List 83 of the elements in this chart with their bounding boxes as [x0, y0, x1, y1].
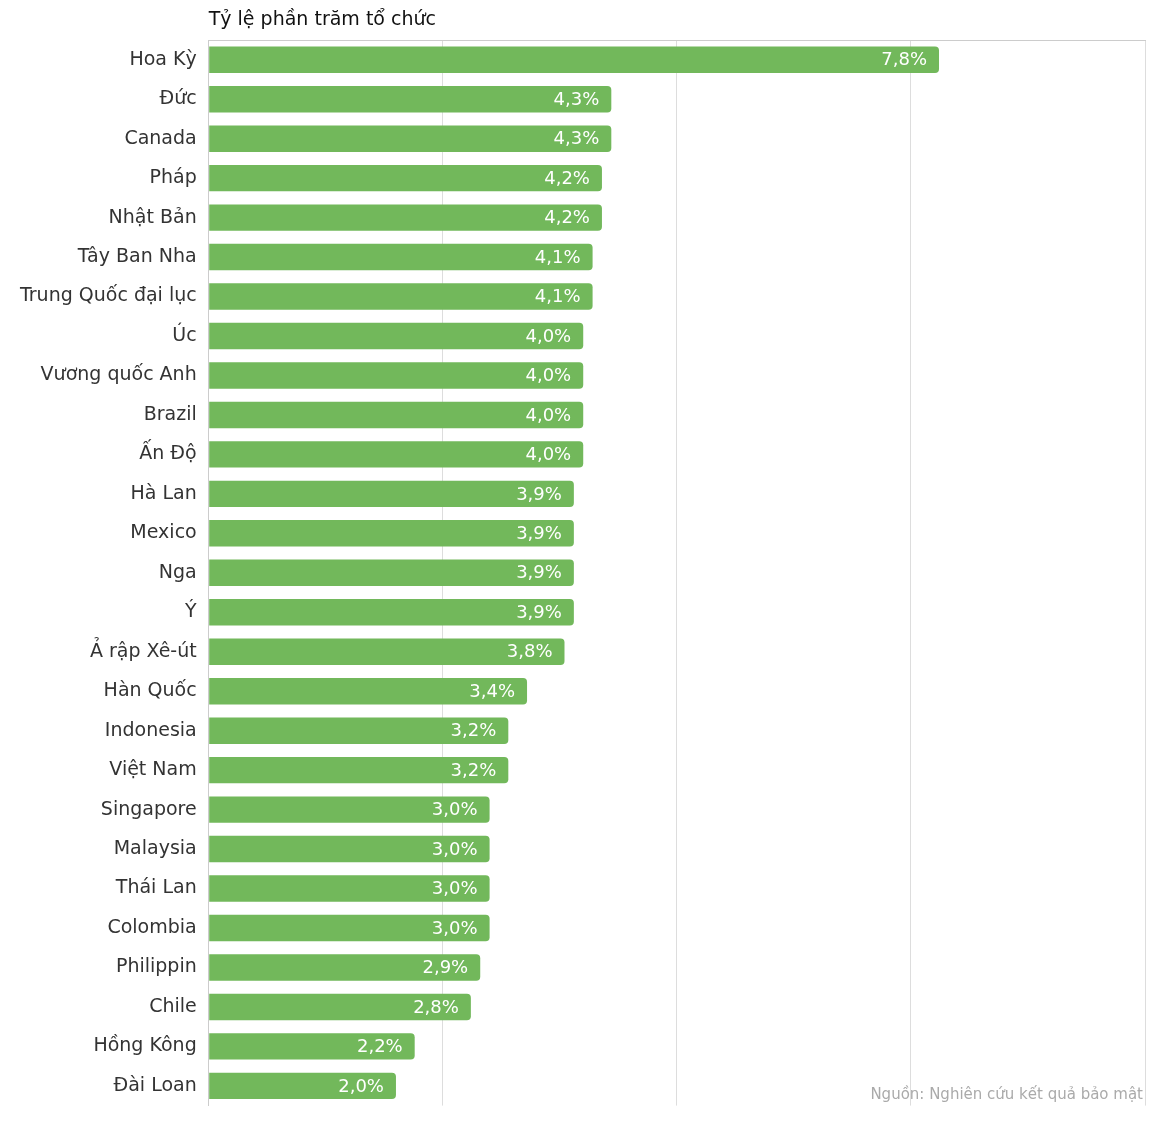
data-label: 4,3% [553, 127, 600, 149]
bar [209, 164, 602, 192]
y-tick-label: Việt Nam [109, 757, 197, 780]
bar [209, 638, 565, 665]
data-label: 3,0% [431, 877, 478, 899]
y-tick-label: Ấn Độ [139, 439, 197, 464]
bar [209, 243, 593, 271]
bar [209, 283, 593, 310]
y-tick-label: Hàn Quốc [103, 678, 197, 701]
data-label: 3,9% [516, 600, 562, 622]
data-label: 2,0% [338, 1074, 384, 1096]
data-label: 3,0% [431, 916, 478, 938]
bar [209, 46, 940, 73]
chart-title: Tỷ lệ phần trăm tổ chức [207, 6, 436, 29]
y-tick-label: Indonesia [104, 717, 197, 740]
bar [209, 717, 509, 744]
y-tick-label: Hồng Kông [93, 1033, 197, 1056]
bar [209, 401, 584, 429]
data-label: 3,4% [469, 679, 516, 701]
data-label: 4,3% [553, 87, 600, 109]
bar [209, 796, 490, 823]
bar [209, 677, 528, 705]
bar [209, 954, 481, 981]
bar [209, 322, 584, 350]
y-tick-label: Chile [149, 993, 197, 1016]
y-tick-label: Nga [158, 559, 197, 582]
data-label: 4,0% [525, 324, 572, 346]
bar [209, 125, 612, 152]
y-tick-label: Mexico [130, 520, 197, 543]
bar [209, 875, 490, 902]
y-tick-label: Đài Loan [113, 1072, 197, 1095]
bar [209, 599, 574, 626]
data-label: 3,8% [506, 640, 553, 662]
data-label: 3,2% [450, 719, 497, 741]
data-label: 2,2% [356, 1035, 403, 1057]
data-label: 4,1% [534, 245, 581, 267]
y-tick-label: Ý [184, 599, 198, 622]
y-tick-label: Hoa Kỳ [129, 46, 197, 69]
data-label: 3,9% [516, 482, 562, 504]
bar [209, 1033, 415, 1060]
y-tick-label: Hà Lan [130, 480, 197, 503]
y-tick-label: Colombia [107, 914, 197, 937]
data-label: 4,0% [525, 403, 572, 425]
bar [209, 441, 584, 468]
y-tick-label: Tây Ban Nha [76, 244, 197, 266]
y-tick-label: Đức [159, 86, 197, 109]
bar [209, 559, 574, 587]
bar [209, 756, 509, 784]
data-label: 4,2% [544, 166, 590, 188]
data-label: 2,8% [413, 995, 459, 1017]
data-label: 3,0% [431, 837, 478, 859]
data-label: 4,0% [525, 443, 572, 465]
data-label: 4,1% [534, 285, 581, 307]
y-tick-label: Thái Lan [114, 875, 197, 898]
y-tick-label: Canada [124, 125, 197, 148]
data-label: 7,8% [881, 48, 928, 70]
data-label: 3,9% [516, 561, 562, 583]
y-tick-label: Brazil [143, 401, 197, 424]
data-label: 3,9% [516, 522, 562, 544]
data-label: 3,2% [450, 758, 497, 780]
bar [209, 362, 584, 389]
bar [209, 1072, 396, 1100]
data-label: 4,0% [525, 364, 572, 386]
y-tick-label: Úc [172, 321, 197, 345]
bar [209, 480, 574, 508]
data-label: 4,2% [544, 206, 590, 228]
y-tick-label: Ả rập Xê-út [89, 636, 197, 661]
bar [209, 993, 471, 1021]
bar [209, 85, 612, 113]
data-label: 2,9% [422, 956, 469, 978]
y-tick-label: Vương quốc Anh [40, 362, 197, 385]
y-tick-label: Philippin [115, 954, 197, 977]
y-tick-label: Trung Quốc đại lục [18, 283, 197, 306]
y-tick-label: Singapore [100, 796, 197, 819]
y-tick-label: Nhật Bản [108, 204, 197, 227]
y-tick-label: Malaysia [113, 836, 197, 858]
bar [209, 914, 490, 942]
annotation: Nguồn: Nghiên cứu kết quả bảo mật [870, 1085, 1144, 1104]
data-label: 3,0% [431, 798, 478, 820]
bar [209, 204, 602, 231]
bar [209, 835, 490, 863]
y-tick-label: Pháp [149, 165, 197, 188]
bar [209, 520, 574, 547]
